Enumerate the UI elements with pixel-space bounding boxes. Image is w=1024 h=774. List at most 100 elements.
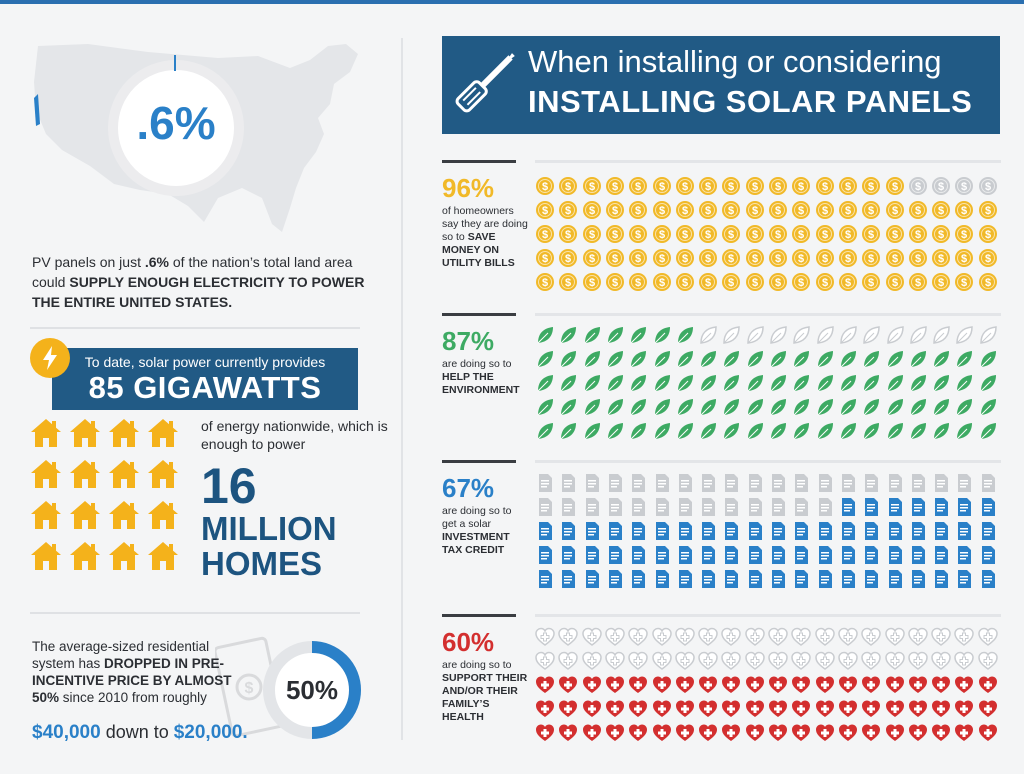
house-icon bbox=[31, 419, 61, 447]
heart-plus-icon bbox=[838, 676, 857, 693]
leaf-icon bbox=[724, 423, 740, 440]
coin-icon: $ bbox=[815, 225, 834, 243]
stat-percent: 60% bbox=[442, 627, 495, 657]
coin-icon: $ bbox=[862, 225, 881, 243]
document-icon bbox=[841, 474, 855, 492]
leaf-icon bbox=[584, 351, 600, 368]
leaf-icon bbox=[840, 399, 856, 416]
coin-icon: $ bbox=[769, 177, 787, 195]
document-icon bbox=[818, 474, 832, 492]
svg-text:$: $ bbox=[985, 253, 991, 265]
svg-text:$: $ bbox=[589, 277, 595, 289]
heart-plus-icon bbox=[605, 676, 624, 693]
document-icon bbox=[935, 474, 949, 492]
svg-text:$: $ bbox=[845, 229, 851, 241]
coin-icon: $ bbox=[722, 273, 741, 291]
leaf-icon bbox=[677, 351, 693, 368]
heart-plus-icon bbox=[955, 724, 974, 741]
price-drop-percent: 50% bbox=[285, 675, 339, 705]
coin-icon: $ bbox=[838, 177, 857, 195]
leaf-icon bbox=[887, 375, 903, 392]
leaf-icon bbox=[677, 375, 693, 392]
heart-plus-icon bbox=[769, 676, 787, 693]
document-icon bbox=[702, 474, 716, 492]
svg-text:$: $ bbox=[635, 277, 641, 289]
house-icon bbox=[109, 542, 139, 570]
heart-plus-icon bbox=[814, 627, 835, 646]
leaf-icon bbox=[980, 423, 996, 440]
land-percent-value: .6% bbox=[136, 97, 216, 149]
document-icon bbox=[608, 570, 622, 588]
leaf-icon bbox=[630, 375, 647, 392]
coin-icon: $ bbox=[932, 273, 951, 291]
leaf-icon bbox=[607, 327, 623, 344]
leaf-icon bbox=[887, 399, 903, 416]
coin-icon: $ bbox=[885, 201, 904, 219]
heart-plus-icon bbox=[675, 700, 694, 717]
heart-plus-icon bbox=[885, 724, 904, 741]
heart-plus-icon bbox=[977, 627, 998, 646]
icon-grid bbox=[535, 627, 1005, 747]
svg-text:$: $ bbox=[868, 181, 874, 193]
gigawatts-intro: To date, solar power currently provides bbox=[84, 354, 326, 370]
homes-subtext: of energy nationwide, which is enough to… bbox=[201, 418, 388, 452]
document-icon bbox=[911, 474, 925, 492]
coin-icon: $ bbox=[582, 177, 601, 195]
svg-text:$: $ bbox=[705, 229, 711, 241]
coin-icon: $ bbox=[932, 249, 951, 267]
leaf-icon bbox=[584, 399, 600, 416]
leaf-icon bbox=[607, 375, 623, 392]
coin-icon: $ bbox=[862, 177, 881, 195]
document-icon bbox=[935, 546, 949, 564]
document-icon bbox=[608, 546, 622, 564]
svg-text:$: $ bbox=[728, 205, 734, 217]
heart-plus-icon bbox=[768, 651, 788, 670]
coin-icon: $ bbox=[955, 177, 974, 195]
coin-icon: $ bbox=[815, 273, 834, 291]
coin-icon: $ bbox=[652, 249, 671, 267]
leaf-icon bbox=[747, 375, 763, 392]
document-icon bbox=[608, 522, 622, 540]
document-icon bbox=[678, 570, 692, 588]
coin-icon: $ bbox=[815, 249, 834, 267]
heart-plus-icon bbox=[699, 676, 718, 693]
heart-plus-icon bbox=[675, 724, 694, 741]
svg-text:$: $ bbox=[752, 253, 758, 265]
coin-icon: $ bbox=[932, 201, 951, 219]
document-icon bbox=[888, 546, 902, 564]
svg-text:$: $ bbox=[798, 229, 804, 241]
coin-icon: $ bbox=[605, 201, 624, 219]
document-icon bbox=[841, 498, 855, 516]
coin-icon: $ bbox=[955, 225, 974, 243]
coin-icon: $ bbox=[536, 273, 554, 291]
svg-text:$: $ bbox=[822, 229, 828, 241]
heart-plus-icon bbox=[931, 627, 951, 646]
heart-plus-icon bbox=[862, 724, 881, 741]
svg-text:$: $ bbox=[635, 253, 641, 265]
heart-plus-icon bbox=[605, 651, 625, 670]
leaf-icon bbox=[654, 351, 670, 368]
svg-text:$: $ bbox=[915, 253, 921, 265]
svg-text:$: $ bbox=[938, 181, 944, 193]
document-icon bbox=[911, 498, 925, 516]
document-icon bbox=[865, 474, 879, 492]
coin-icon: $ bbox=[629, 225, 648, 243]
heart-plus-icon bbox=[559, 724, 578, 741]
heart-plus-icon bbox=[628, 627, 648, 646]
svg-text:$: $ bbox=[728, 277, 734, 289]
coin-icon: $ bbox=[862, 249, 881, 267]
coin-icon: $ bbox=[536, 249, 554, 267]
svg-text:$: $ bbox=[682, 205, 688, 217]
coin-icon: $ bbox=[675, 225, 694, 243]
leaf-icon bbox=[770, 375, 786, 392]
leaf-icon bbox=[840, 423, 856, 440]
svg-text:$: $ bbox=[728, 253, 734, 265]
svg-text:$: $ bbox=[682, 229, 688, 241]
leaf-icon bbox=[933, 351, 950, 368]
coin-icon: $ bbox=[652, 177, 671, 195]
svg-text:$: $ bbox=[822, 253, 828, 265]
leaf-icon bbox=[746, 326, 764, 344]
leaf-icon bbox=[537, 399, 553, 416]
document-icon bbox=[632, 570, 646, 588]
document-icon bbox=[865, 522, 879, 540]
